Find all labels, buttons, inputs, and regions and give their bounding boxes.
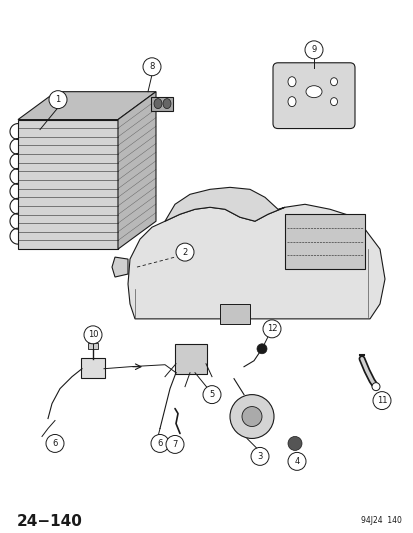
FancyBboxPatch shape [284,214,364,269]
FancyBboxPatch shape [272,63,354,128]
Circle shape [372,392,390,409]
Text: 7: 7 [172,440,177,449]
Text: 2: 2 [182,248,187,256]
FancyBboxPatch shape [88,343,98,349]
FancyBboxPatch shape [175,344,206,374]
Circle shape [242,407,261,426]
Ellipse shape [305,86,321,98]
Polygon shape [18,119,118,249]
Ellipse shape [330,78,337,86]
Text: 9: 9 [311,45,316,54]
Ellipse shape [287,77,295,87]
Text: 6: 6 [52,439,57,448]
Text: 4: 4 [294,457,299,466]
Circle shape [151,434,169,453]
Ellipse shape [154,99,161,109]
Polygon shape [128,204,384,319]
Text: 5: 5 [209,390,214,399]
Circle shape [84,326,102,344]
Circle shape [202,386,221,403]
Text: 24−140: 24−140 [17,514,82,529]
Circle shape [250,447,268,465]
Text: 6: 6 [157,439,162,448]
Circle shape [287,453,305,470]
Polygon shape [165,187,284,221]
Circle shape [371,383,379,391]
Text: 11: 11 [376,396,386,405]
Ellipse shape [287,96,295,107]
Circle shape [49,91,67,109]
Circle shape [46,434,64,453]
Ellipse shape [330,98,337,106]
Circle shape [230,394,273,439]
Polygon shape [118,92,156,249]
Polygon shape [18,92,156,119]
FancyBboxPatch shape [151,96,173,111]
Circle shape [304,41,322,59]
Text: 8: 8 [149,62,154,71]
Circle shape [287,437,301,450]
Circle shape [142,58,161,76]
Circle shape [166,435,183,454]
Circle shape [262,320,280,338]
Text: 12: 12 [266,325,277,333]
FancyBboxPatch shape [81,358,105,378]
Text: 10: 10 [88,330,98,340]
Polygon shape [112,257,128,277]
Circle shape [256,344,266,354]
Text: 94J24  140: 94J24 140 [360,516,401,525]
Text: 3: 3 [257,452,262,461]
Ellipse shape [163,99,171,109]
Text: 1: 1 [55,95,60,104]
Circle shape [176,243,194,261]
FancyBboxPatch shape [219,304,249,324]
